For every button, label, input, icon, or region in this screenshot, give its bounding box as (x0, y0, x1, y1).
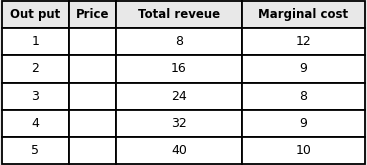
Text: 3: 3 (32, 90, 39, 103)
FancyBboxPatch shape (116, 55, 241, 82)
FancyBboxPatch shape (241, 1, 365, 28)
FancyBboxPatch shape (241, 55, 365, 82)
FancyBboxPatch shape (69, 137, 116, 164)
Text: Marginal cost: Marginal cost (258, 8, 348, 21)
Text: 9: 9 (299, 62, 307, 75)
FancyBboxPatch shape (69, 82, 116, 110)
Text: 2: 2 (32, 62, 39, 75)
FancyBboxPatch shape (241, 137, 365, 164)
FancyBboxPatch shape (116, 110, 241, 137)
Text: 8: 8 (299, 90, 308, 103)
Text: 5: 5 (32, 144, 39, 157)
FancyBboxPatch shape (241, 110, 365, 137)
FancyBboxPatch shape (241, 82, 365, 110)
Text: 9: 9 (299, 117, 307, 130)
FancyBboxPatch shape (69, 1, 116, 28)
FancyBboxPatch shape (116, 137, 241, 164)
FancyBboxPatch shape (69, 110, 116, 137)
Text: Total reveue: Total reveue (138, 8, 220, 21)
Text: 10: 10 (295, 144, 311, 157)
FancyBboxPatch shape (69, 55, 116, 82)
FancyBboxPatch shape (241, 28, 365, 55)
FancyBboxPatch shape (116, 82, 241, 110)
FancyBboxPatch shape (69, 28, 116, 55)
FancyBboxPatch shape (2, 110, 69, 137)
FancyBboxPatch shape (2, 55, 69, 82)
Text: 40: 40 (171, 144, 187, 157)
Text: 32: 32 (171, 117, 187, 130)
Text: 24: 24 (171, 90, 187, 103)
Text: 12: 12 (295, 35, 311, 48)
Text: Price: Price (76, 8, 109, 21)
FancyBboxPatch shape (2, 1, 69, 28)
Text: 16: 16 (171, 62, 187, 75)
FancyBboxPatch shape (2, 82, 69, 110)
Text: Out put: Out put (10, 8, 61, 21)
FancyBboxPatch shape (116, 28, 241, 55)
Text: 1: 1 (32, 35, 39, 48)
Text: 4: 4 (32, 117, 39, 130)
FancyBboxPatch shape (2, 28, 69, 55)
FancyBboxPatch shape (116, 1, 241, 28)
FancyBboxPatch shape (2, 137, 69, 164)
Text: 8: 8 (175, 35, 183, 48)
